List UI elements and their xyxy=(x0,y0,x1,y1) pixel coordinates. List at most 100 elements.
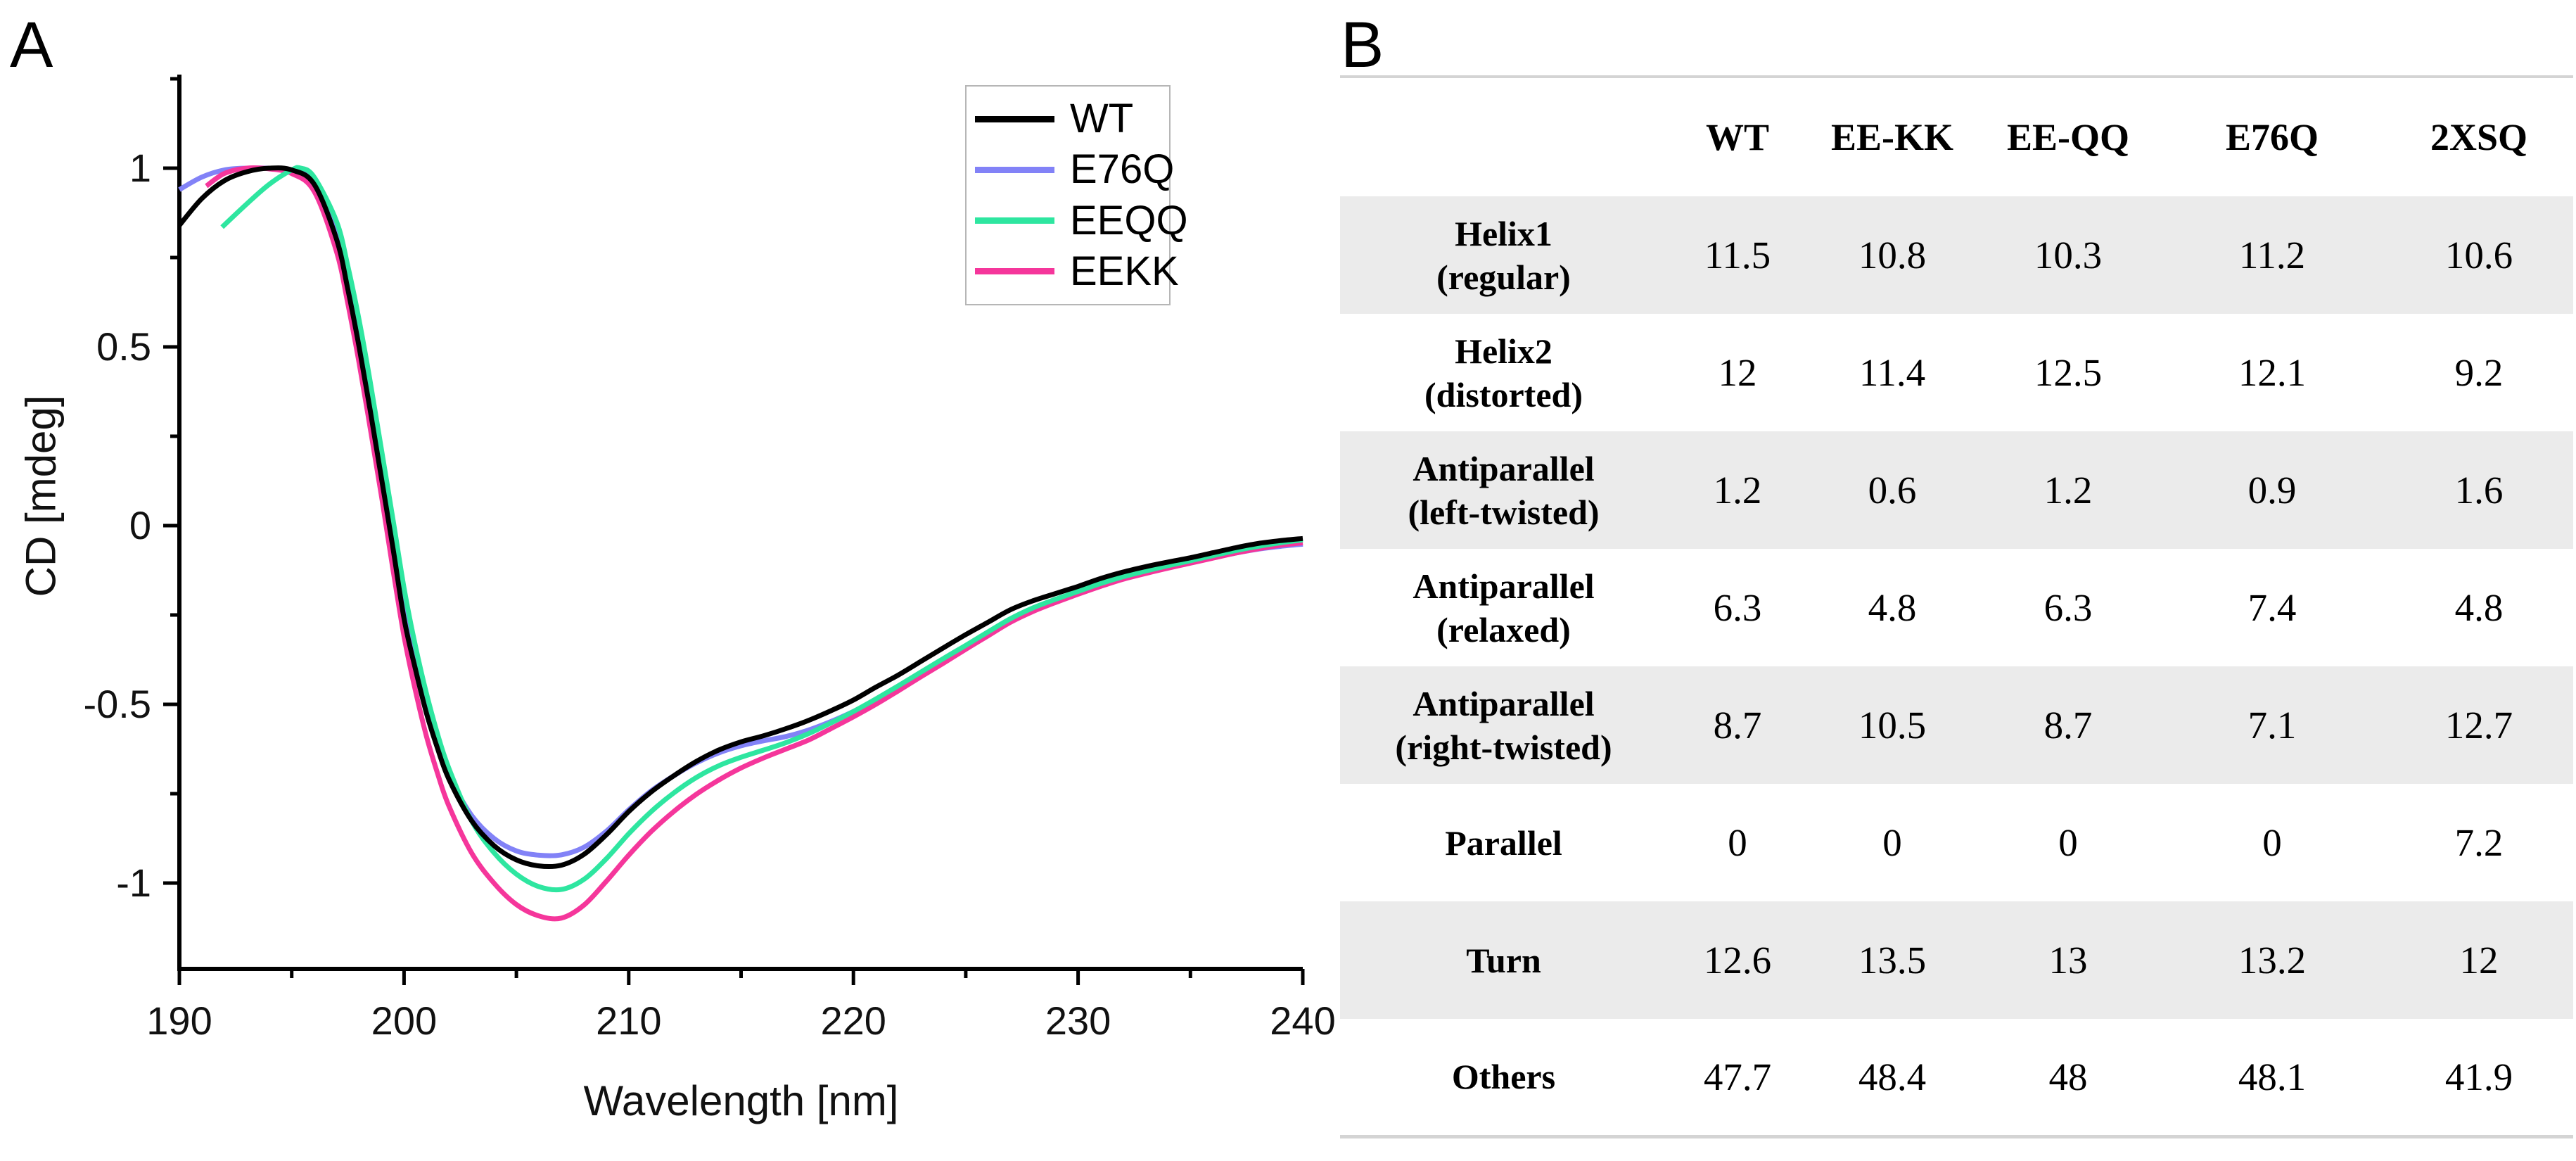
row-label-line2: (left-twisted) xyxy=(1408,492,1600,532)
row-label-line1: Others xyxy=(1451,1057,1556,1097)
table-cell: 12.5 xyxy=(2034,351,2103,394)
row-label-line1: Antiparallel xyxy=(1413,683,1595,723)
legend-item-EEQQ: EEQQ xyxy=(975,200,1188,242)
column-header-2XSQ: 2XSQ xyxy=(2430,116,2528,158)
table-row: Antiparallel (relaxed) 6.3 4.8 6.3 7.4 4.8 xyxy=(1340,549,2573,666)
table-cell: 0 xyxy=(2262,821,2282,864)
legend-label: E76Q xyxy=(1070,146,1175,193)
row-label: Antiparallel (right-twisted) xyxy=(1340,666,1667,784)
table-header: WT EE-KK EE-QQ E76Q 2XSQ xyxy=(1340,77,2573,196)
table-row: Others 47.7 48.4 48 48.1 41.9 xyxy=(1340,1019,2573,1136)
row-label-line1: Parallel xyxy=(1445,823,1562,863)
row-label: Helix1 (regular) xyxy=(1340,196,1667,314)
table-row: Parallel 0 0 0 0 7.2 xyxy=(1340,784,2573,901)
column-header-EE-QQ: EE-QQ xyxy=(2006,116,2130,158)
table-cell: 6.3 xyxy=(2043,586,2093,629)
series-line-EEQQ xyxy=(220,165,1303,893)
y-tick-label: 0.5 xyxy=(96,324,151,369)
series-line-EEKK xyxy=(205,165,1303,922)
column-header-E76Q: E76Q xyxy=(2225,116,2319,158)
table-cell: 11.2 xyxy=(2238,234,2306,277)
y-tick-label: -0.5 xyxy=(83,682,152,726)
table-cell: 47.7 xyxy=(1703,1055,1772,1098)
legend-line-swatch xyxy=(975,268,1054,275)
x-tick-label: 230 xyxy=(1045,998,1111,1043)
panel-b-label: B xyxy=(1341,9,1384,81)
table-cell: 13.2 xyxy=(2238,939,2307,982)
row-label-line2: (regular) xyxy=(1436,257,1571,297)
table-cell: 12 xyxy=(2459,939,2499,982)
legend-line-swatch xyxy=(975,217,1054,224)
row-label: Antiparallel (left-twisted) xyxy=(1340,431,1667,549)
y-axis-title: CD [mdeg] xyxy=(17,395,65,597)
y-tick-label: 0 xyxy=(129,503,151,547)
table-row: Antiparallel (right-twisted) 8.7 10.5 8.7 7.1… xyxy=(1340,666,2573,784)
table-cell: 41.9 xyxy=(2444,1055,2513,1098)
row-label: Helix2 (distorted) xyxy=(1340,314,1667,431)
table-cell: 1.2 xyxy=(1713,469,1762,512)
legend-label: WT xyxy=(1070,96,1134,142)
x-tick-label: 210 xyxy=(596,998,662,1043)
row-label-line2: (right-twisted) xyxy=(1395,727,1612,767)
row-label-line1: Helix2 xyxy=(1455,331,1552,371)
table-body: Helix1 (regular) 11.5 10.8 10.3 11.2 10.6 Helix… xyxy=(1340,196,2573,1136)
table-cell: 13.5 xyxy=(1858,939,1927,982)
secondary-structure-table: WT EE-KK EE-QQ E76Q 2XSQ Helix1 (regular) 11.5… xyxy=(1340,75,2573,1138)
table-row: Helix1 (regular) 11.5 10.8 10.3 11.2 10.6 xyxy=(1340,196,2573,314)
legend-item-WT: WT xyxy=(975,98,1169,140)
table-cell: 10.3 xyxy=(2034,234,2103,277)
table-corner-cell xyxy=(1340,77,1667,196)
table-cell: 10.5 xyxy=(1858,704,1927,747)
table-cell: 7.4 xyxy=(2247,586,2297,629)
table-cell: 8.7 xyxy=(2043,704,2093,747)
table-cell: 1.6 xyxy=(2454,469,2504,512)
table-cell: 10.6 xyxy=(2444,234,2513,277)
table-cell: 8.7 xyxy=(1713,704,1762,747)
row-label-line1: Helix1 xyxy=(1455,213,1552,253)
legend-item-EEKK: EEKK xyxy=(975,250,1179,293)
table-cell: 7.2 xyxy=(2454,821,2504,864)
row-label: Turn xyxy=(1340,901,1667,1019)
legend: WT E76Q EEQQ EEKK xyxy=(965,85,1188,305)
row-label: Others xyxy=(1340,1019,1667,1136)
table-cell: 0 xyxy=(2058,821,2078,864)
table-cell: 48 xyxy=(2048,1055,2088,1098)
table-cell: 12.1 xyxy=(2238,351,2307,394)
table-cell: 0 xyxy=(1882,821,1902,864)
row-label-line1: Antiparallel xyxy=(1413,566,1595,606)
table-cell: 11.4 xyxy=(1858,351,1926,394)
row-label-line2: (distorted) xyxy=(1424,374,1583,414)
row-label-line2: (relaxed) xyxy=(1436,609,1571,649)
x-axis-title: Wavelength [nm] xyxy=(583,1077,899,1124)
y-tick-label: -1 xyxy=(116,861,151,905)
table-cell: 48.1 xyxy=(2238,1055,2307,1098)
table-cell: 48.4 xyxy=(1858,1055,1927,1098)
table-cell: 0.6 xyxy=(1868,469,1917,512)
y-tick-label: 1 xyxy=(129,146,151,190)
table-header-row: WT EE-KK EE-QQ E76Q 2XSQ xyxy=(1340,77,2573,196)
legend-item-E76Q: E76Q xyxy=(975,148,1174,191)
table-cell: 12.7 xyxy=(2444,704,2513,747)
series-line-WT xyxy=(177,165,1303,870)
legend-line-swatch xyxy=(975,115,1054,122)
row-label: Antiparallel (relaxed) xyxy=(1340,549,1667,666)
table-cell: 0 xyxy=(1728,821,1747,864)
table-cell: 7.1 xyxy=(2247,704,2297,747)
legend-label: EEKK xyxy=(1070,248,1179,294)
row-label: Parallel xyxy=(1340,784,1667,901)
table-row: Turn 12.6 13.5 13 13.2 12 xyxy=(1340,901,2573,1019)
table-cell: 0.9 xyxy=(2247,469,2297,512)
table-cell: 4.8 xyxy=(2454,586,2504,629)
table-row: Helix2 (distorted) 12 11.4 12.5 12.1 9.2 xyxy=(1340,314,2573,431)
x-tick-label: 200 xyxy=(371,998,438,1043)
table-cell: 11.5 xyxy=(1704,234,1771,277)
column-header-EE-KK: EE-KK xyxy=(1830,116,1954,158)
table-cell: 12.6 xyxy=(1703,939,1772,982)
panel-a-label: A xyxy=(10,9,53,81)
x-tick-label: 220 xyxy=(820,998,886,1043)
table-cell: 1.2 xyxy=(2043,469,2093,512)
table-row: Antiparallel (left-twisted) 1.2 0.6 1.2 0.9 1.… xyxy=(1340,431,2573,549)
x-tick-label: 240 xyxy=(1270,998,1336,1043)
table-cell: 12 xyxy=(1718,351,1757,394)
